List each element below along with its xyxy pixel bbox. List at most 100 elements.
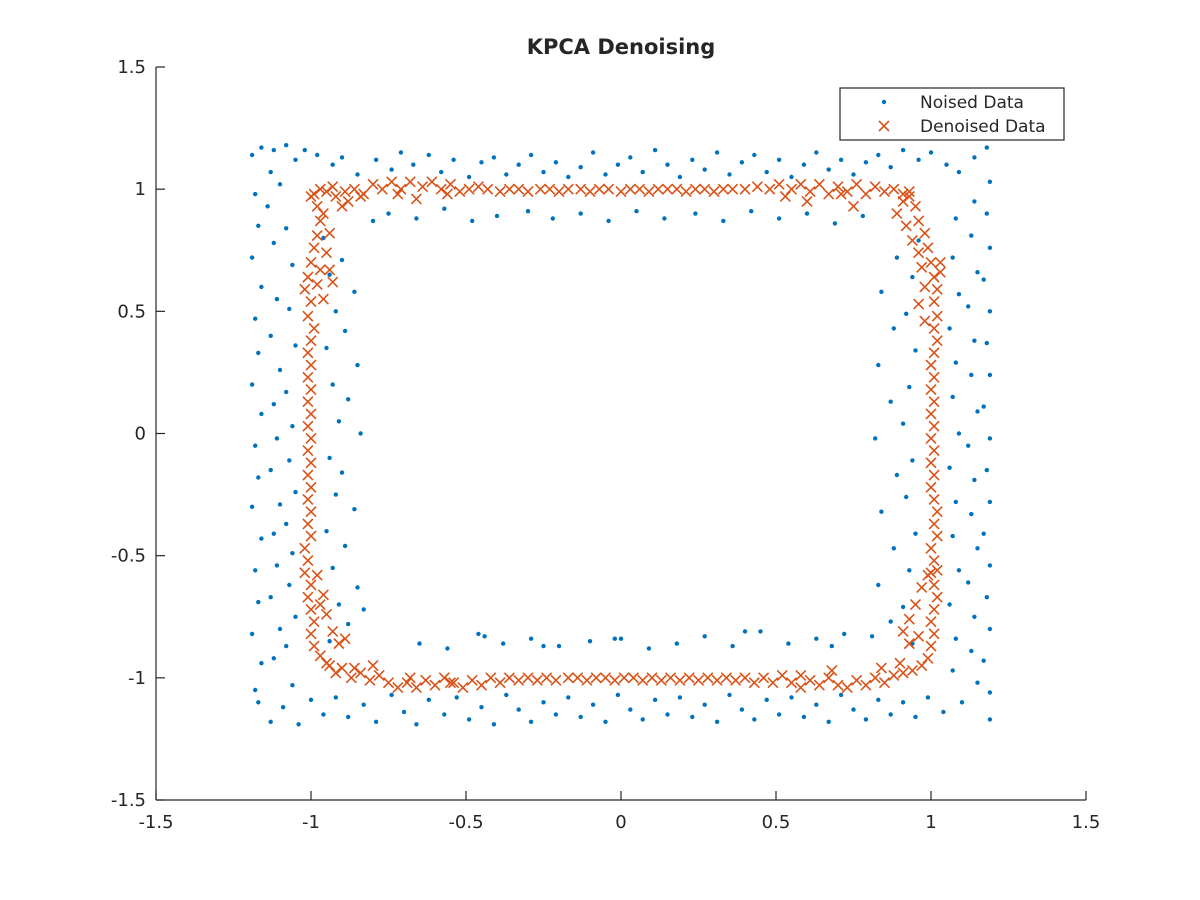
noised-data-point xyxy=(975,409,980,414)
noised-data-point xyxy=(553,712,559,717)
denoised-data-point xyxy=(785,677,798,689)
denoised-data-point xyxy=(494,186,506,198)
denoised-data-point xyxy=(913,630,925,642)
noised-data-point xyxy=(702,702,707,707)
noised-data-point xyxy=(352,289,357,294)
y-tick-label: -1 xyxy=(128,668,146,689)
noised-data-point xyxy=(346,397,351,402)
noised-data-point xyxy=(953,499,958,505)
denoised-data-point xyxy=(773,178,785,190)
legend-box xyxy=(839,87,1065,141)
noised-data-point xyxy=(749,209,754,214)
denoised-data-point xyxy=(925,383,937,396)
denoised-data-point xyxy=(826,664,838,677)
noised-data-point xyxy=(274,436,280,441)
noised-data-point xyxy=(944,162,949,167)
denoised-data-point xyxy=(928,603,940,615)
denoised-data-point xyxy=(299,283,311,295)
noised-data-point xyxy=(271,656,276,661)
denoised-data-point xyxy=(841,682,853,694)
noised-data-point xyxy=(389,692,394,698)
noised-data-point xyxy=(826,167,831,172)
noised-data-point xyxy=(249,504,255,509)
noised-data-point xyxy=(330,382,335,387)
noised-data-point xyxy=(603,719,608,724)
x-tick-label: 0 xyxy=(615,812,626,833)
denoised-data-point xyxy=(382,677,395,689)
denoised-data-point xyxy=(928,295,940,308)
noised-data-point xyxy=(789,695,794,700)
noised-data-point xyxy=(969,233,974,238)
denoised-data-point xyxy=(590,672,602,684)
noised-data-point xyxy=(284,143,289,148)
denoised-data-point xyxy=(795,178,807,190)
denoised-data-point xyxy=(916,261,928,273)
denoised-data-point xyxy=(317,589,329,601)
denoised-data-point xyxy=(345,672,357,684)
noised-data-point xyxy=(494,213,500,219)
noised-data-point xyxy=(528,719,534,724)
noised-data-point xyxy=(764,697,769,702)
noised-data-point xyxy=(984,595,989,600)
denoised-data-point xyxy=(410,193,422,205)
noised-data-point xyxy=(590,150,596,155)
legend-denoised-marker xyxy=(878,120,890,132)
noised-data-point xyxy=(271,531,276,536)
noised-data-point xyxy=(259,411,264,417)
noised-data-point xyxy=(900,700,906,705)
noised-data-point xyxy=(900,421,906,426)
noised-data-point xyxy=(721,218,726,224)
denoised-data-point xyxy=(913,215,925,227)
noised-data-point xyxy=(786,641,791,646)
denoised-data-point xyxy=(925,616,937,628)
noised-data-point xyxy=(956,292,962,297)
noised-data-point xyxy=(256,700,261,705)
denoised-data-point xyxy=(903,190,915,203)
noised-data-point xyxy=(271,147,276,153)
noised-data-point xyxy=(615,692,621,698)
noised-data-point xyxy=(652,147,658,153)
denoised-data-point xyxy=(634,183,646,195)
noised-data-point xyxy=(274,563,280,568)
denoised-data-point xyxy=(900,220,912,232)
noised-data-point xyxy=(891,546,896,551)
noised-data-point xyxy=(293,157,298,162)
noised-data-point xyxy=(308,697,314,702)
denoised-data-point xyxy=(906,664,918,677)
denoised-data-point xyxy=(847,200,860,212)
denoised-data-point xyxy=(308,242,320,254)
noised-data-point xyxy=(987,309,993,314)
noised-data-point xyxy=(355,585,360,590)
denoised-data-point xyxy=(302,420,314,432)
noised-data-point xyxy=(981,658,986,663)
denoised-data-point xyxy=(928,518,940,530)
noised-data-point xyxy=(516,162,521,167)
noised-data-point xyxy=(863,717,869,722)
denoised-data-point xyxy=(888,669,900,681)
noised-data-point xyxy=(290,262,295,268)
noised-data-point xyxy=(525,209,531,214)
noised-data-point xyxy=(876,362,881,368)
noised-data-point xyxy=(646,646,652,651)
noised-data-point xyxy=(972,477,977,483)
denoised-data-point xyxy=(327,276,339,288)
noised-data-point xyxy=(981,277,986,282)
noised-data-point xyxy=(333,309,338,314)
denoised-data-point xyxy=(503,672,515,684)
y-tick-label: -0.5 xyxy=(111,546,146,567)
denoised-data-point xyxy=(928,445,940,457)
noised-data-point xyxy=(739,707,745,712)
denoised-data-point xyxy=(401,677,413,689)
noised-data-point xyxy=(860,213,865,219)
denoised-data-point xyxy=(494,677,506,689)
denoised-data-point xyxy=(553,186,565,198)
noised-data-point xyxy=(913,531,918,536)
noised-data-point xyxy=(975,680,980,685)
noised-data-point xyxy=(928,150,934,155)
denoised-data-point xyxy=(875,662,887,674)
noised-data-point xyxy=(674,641,679,646)
denoised-data-point xyxy=(463,183,475,195)
denoised-data-point xyxy=(801,195,813,207)
denoised-data-point xyxy=(305,359,317,371)
